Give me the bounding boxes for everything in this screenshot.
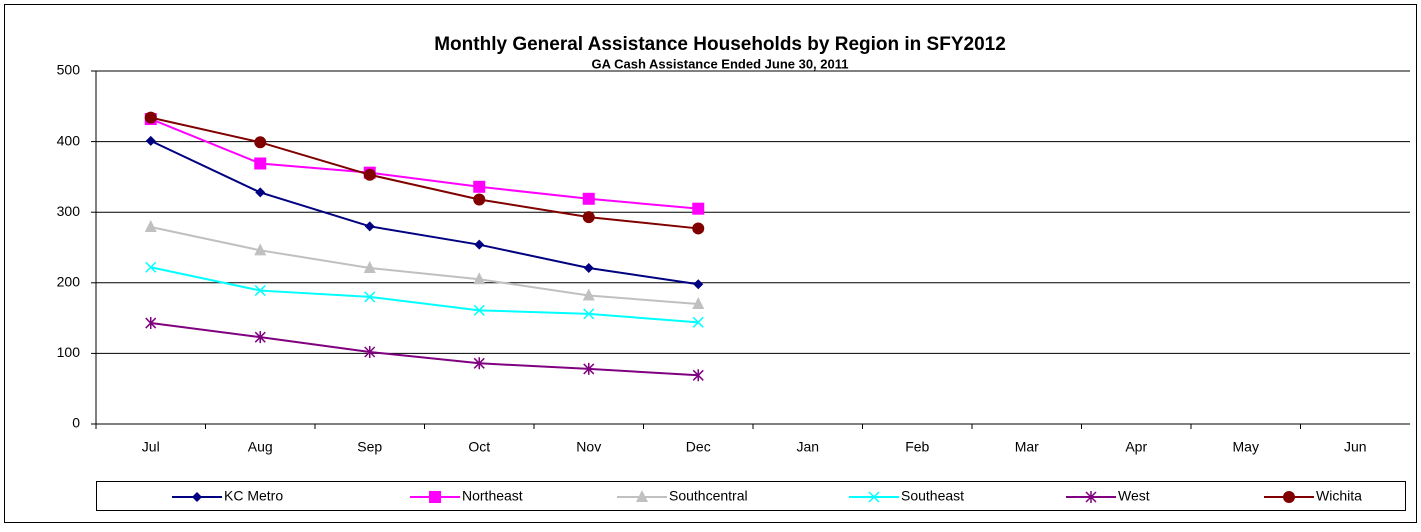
marker	[1283, 491, 1295, 503]
x-tick-label: Nov	[576, 439, 601, 455]
x-tick-label: Jun	[1344, 439, 1367, 455]
x-tick-label: Jan	[796, 439, 819, 455]
legend-box	[96, 481, 1406, 511]
marker	[582, 192, 595, 205]
marker	[692, 202, 705, 215]
marker	[583, 308, 595, 320]
y-tick-label: 400	[57, 132, 81, 148]
x-tick-label: Apr	[1125, 439, 1147, 455]
marker	[583, 262, 594, 273]
y-tick-label: 200	[57, 274, 81, 290]
series-line	[150, 226, 699, 305]
legend-label: Southcentral	[669, 488, 748, 504]
chart-subtitle: GA Cash Assistance Ended June 30, 2011	[592, 56, 849, 71]
marker	[429, 491, 441, 503]
y-tick-label: 300	[57, 203, 81, 219]
marker	[473, 357, 485, 370]
series-line	[150, 266, 699, 324]
marker	[254, 157, 267, 170]
marker	[474, 239, 485, 250]
legend-label: Wichita	[1316, 488, 1362, 504]
marker	[364, 345, 376, 358]
marker	[692, 222, 705, 235]
x-tick-label: Mar	[1015, 439, 1039, 455]
marker	[583, 362, 595, 375]
chart-title: Monthly General Assistance Households by…	[434, 34, 1006, 55]
marker	[582, 211, 595, 224]
marker	[145, 261, 157, 273]
marker	[363, 260, 376, 273]
x-tick-label: Sep	[357, 439, 382, 455]
y-tick-label: 500	[57, 62, 81, 78]
marker	[1085, 491, 1097, 503]
x-tick-label: Oct	[468, 439, 490, 455]
x-tick-label: Aug	[248, 439, 273, 455]
legend-label: Southeast	[901, 488, 964, 504]
x-tick-label: Dec	[686, 439, 711, 455]
series-line	[150, 139, 699, 286]
marker	[363, 168, 376, 181]
series-line	[150, 116, 699, 230]
y-tick-label: 100	[57, 344, 81, 360]
legend-label: West	[1118, 488, 1150, 504]
marker	[473, 272, 486, 285]
legend-label: Northeast	[462, 488, 523, 504]
marker	[192, 492, 202, 502]
marker	[473, 180, 486, 193]
marker	[144, 220, 157, 233]
marker	[692, 316, 704, 328]
marker	[364, 291, 376, 303]
y-tick-label: 0	[72, 415, 80, 431]
legend-label: KC Metro	[224, 488, 283, 504]
marker	[145, 135, 156, 146]
marker	[692, 296, 705, 309]
marker	[254, 285, 266, 297]
marker	[473, 193, 486, 206]
marker	[254, 243, 267, 256]
marker	[582, 288, 595, 301]
marker	[254, 331, 266, 344]
x-tick-label: Jul	[142, 439, 160, 455]
marker	[144, 111, 157, 124]
chart-border	[4, 4, 1417, 523]
marker	[636, 490, 648, 502]
x-tick-label: May	[1233, 439, 1259, 455]
marker	[868, 491, 880, 503]
marker	[364, 221, 375, 232]
series-line	[150, 322, 699, 377]
marker	[693, 279, 704, 290]
marker	[692, 369, 704, 382]
marker	[145, 317, 157, 330]
marker	[254, 136, 267, 149]
marker	[473, 304, 485, 316]
x-tick-label: Feb	[905, 439, 929, 455]
marker	[255, 187, 266, 198]
series-line	[150, 118, 699, 210]
